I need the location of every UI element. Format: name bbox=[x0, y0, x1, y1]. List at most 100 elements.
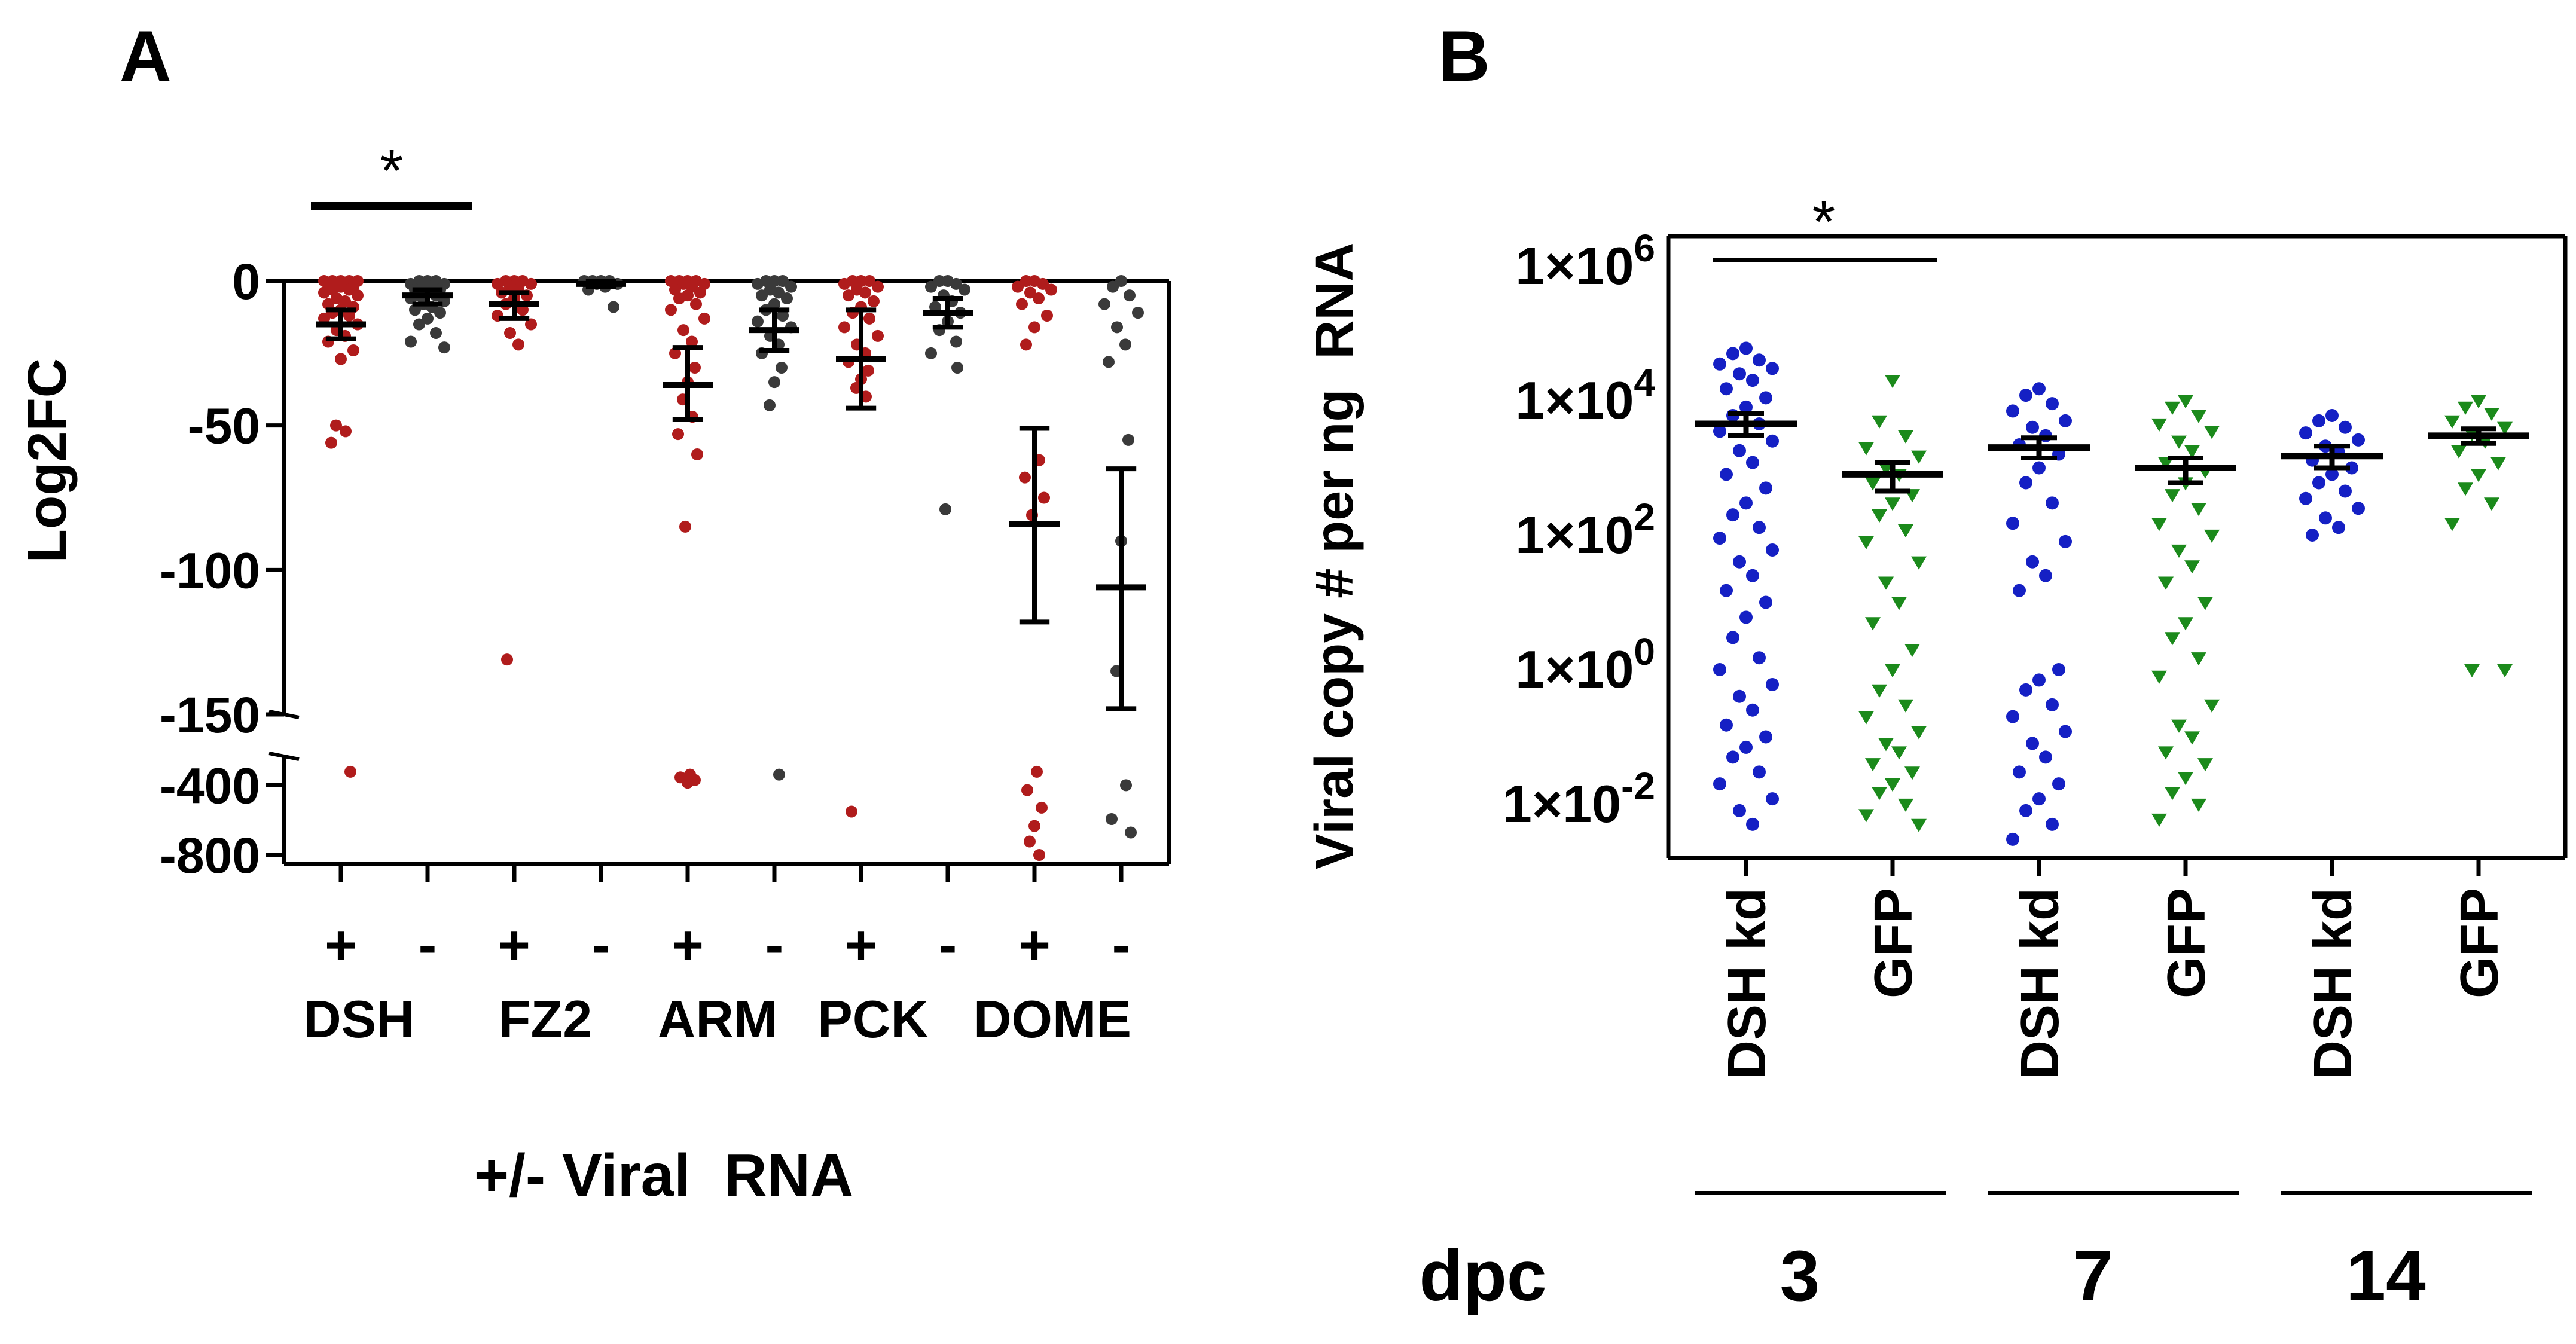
panel-a-data-point bbox=[925, 347, 937, 359]
panel-a-y-tick-label: 0 bbox=[232, 253, 260, 310]
panel-a-data-point bbox=[939, 503, 951, 515]
panel-b-data-point bbox=[1911, 556, 1927, 570]
panel-b-data-point bbox=[1739, 400, 1753, 414]
panel-b-data-point bbox=[2059, 534, 2072, 548]
panel-b-data-point bbox=[1904, 644, 1920, 658]
panel-b-category-label: GFP bbox=[2157, 888, 2217, 998]
panel-b-data-point bbox=[1766, 792, 1779, 806]
panel-b-data-point bbox=[1746, 817, 1759, 831]
panel-b-data-point bbox=[2019, 683, 2032, 697]
panel-a-data-point bbox=[1098, 298, 1110, 310]
panel-a-data-point bbox=[846, 805, 857, 818]
panel-a-sign-label: - bbox=[1112, 915, 1131, 976]
panel-b-data-point bbox=[2019, 804, 2032, 817]
panel-b-data-point bbox=[1720, 718, 1733, 732]
panel-b-data-point bbox=[2299, 426, 2312, 440]
panel-b-data-point bbox=[2151, 670, 2167, 684]
panel-b-data-point bbox=[2006, 517, 2019, 530]
panel-a-data-point bbox=[1019, 471, 1031, 484]
panel-a-data-point bbox=[764, 399, 776, 411]
panel-a-data-point bbox=[669, 347, 681, 359]
panel-b-data-point bbox=[2178, 395, 2193, 408]
panel-b-data-point bbox=[1898, 699, 1913, 713]
panel-b-data-point bbox=[2471, 469, 2486, 482]
panel-b-data-point bbox=[2178, 617, 2193, 631]
panel-b-category-label: GFP bbox=[2450, 888, 2510, 998]
panel-b-data-point bbox=[2052, 777, 2065, 791]
panel-a-sign-label: - bbox=[765, 915, 784, 976]
panel-a-data-point bbox=[1120, 779, 1132, 792]
panel-b-data-point bbox=[1720, 584, 1733, 597]
panel-b-data-point bbox=[2352, 433, 2365, 447]
panel-b-data-point bbox=[2458, 401, 2473, 415]
panel-b-data-point bbox=[1885, 497, 1900, 511]
panel-b-data-point bbox=[1746, 703, 1759, 717]
panel-a-data-point bbox=[352, 289, 364, 302]
panel-a-data-point bbox=[951, 362, 963, 374]
panel-b-data-point bbox=[1753, 765, 1766, 779]
panel-b-data-point bbox=[2026, 737, 2039, 750]
panel-b-data-point bbox=[1766, 434, 1779, 448]
panel-a-sign-label: - bbox=[939, 915, 957, 976]
panel-b-data-point bbox=[2158, 576, 2174, 590]
panel-b-data-point bbox=[2332, 521, 2345, 534]
panel-b-data-point bbox=[2059, 725, 2072, 738]
panel-a-data-point bbox=[872, 329, 884, 342]
panel-b-data-point bbox=[2312, 414, 2325, 427]
panel-a-data-point bbox=[1103, 356, 1115, 368]
panel-b-data-point bbox=[2165, 632, 2180, 646]
panel-b-y-tick-exponent: 4 bbox=[1634, 361, 1655, 404]
panel-b-data-point bbox=[1726, 750, 1739, 764]
panel-a-data-point bbox=[665, 304, 677, 316]
panel-b-data-point bbox=[1733, 444, 1746, 457]
panel-a-data-point bbox=[756, 289, 768, 302]
panel-a-y-tick-label: -800 bbox=[160, 827, 260, 884]
panel-a-sign-label: - bbox=[419, 915, 437, 976]
panel-b-data-point bbox=[1858, 809, 1874, 823]
panel-a-y-tick-label: -100 bbox=[160, 542, 260, 598]
panel-b-data-point bbox=[2191, 503, 2206, 517]
panel-a-data-point bbox=[933, 275, 945, 287]
panel-a-data-point bbox=[335, 353, 347, 365]
panel-b-data-point bbox=[1911, 450, 1927, 464]
panel-b: B Viral copy # per ng RNA dpc 1×1061×104… bbox=[1305, 16, 2568, 1316]
panel-b-data-point bbox=[1872, 415, 1887, 429]
panel-b-data-point bbox=[1726, 631, 1739, 644]
panel-a-data-point bbox=[438, 341, 450, 354]
panel-b-y-tick-exponent: 6 bbox=[1634, 227, 1655, 270]
panel-a-data-point bbox=[325, 436, 337, 449]
panel-b-data-point bbox=[1759, 595, 1772, 609]
panel-a-data-point bbox=[1028, 820, 1040, 832]
panel-b-data-point bbox=[2059, 414, 2072, 427]
panel-b-data-point bbox=[2151, 418, 2167, 432]
panel-b-data-point bbox=[2319, 511, 2332, 525]
panel-a-data-point bbox=[1036, 801, 1048, 814]
panel-b-data-point bbox=[2032, 673, 2046, 687]
panel-a-gene-label: PCK bbox=[817, 989, 929, 1049]
panel-a-sign-label: + bbox=[1018, 915, 1051, 976]
panel-b-data-point bbox=[2032, 382, 2046, 396]
panel-a: A Log2FC +/- Viral RNA 0 -50 -100 -150 -400 -… bbox=[17, 16, 1171, 1209]
panel-b-data-point bbox=[2171, 435, 2187, 449]
panel-b-label: B bbox=[1438, 16, 1490, 96]
panel-b-data-point bbox=[1739, 496, 1753, 510]
panel-b-data-point bbox=[1865, 477, 1881, 491]
panel-a-data-point bbox=[525, 277, 537, 290]
panel-a-data-point bbox=[691, 448, 703, 460]
panel-b-data-point bbox=[2171, 719, 2187, 733]
panel-a-data-point bbox=[1107, 280, 1119, 293]
panel-a-data-point bbox=[1024, 835, 1036, 848]
panel-a-x-axis-title: +/- Viral RNA bbox=[474, 1142, 853, 1209]
panel-a-data-point bbox=[1037, 277, 1049, 290]
panel-a-data-point bbox=[422, 312, 434, 325]
panel-a-data-point bbox=[950, 335, 962, 348]
panel-b-data-point bbox=[1713, 777, 1726, 791]
panel-b-data-point bbox=[2039, 569, 2052, 582]
panel-b-data-point bbox=[1753, 651, 1766, 665]
panel-b-data-point bbox=[2458, 482, 2473, 496]
panel-a-data-point bbox=[318, 286, 330, 299]
panel-a-data-point bbox=[859, 286, 871, 299]
panel-b-data-point bbox=[1746, 374, 1759, 387]
panel-b-data-point bbox=[2184, 731, 2200, 745]
